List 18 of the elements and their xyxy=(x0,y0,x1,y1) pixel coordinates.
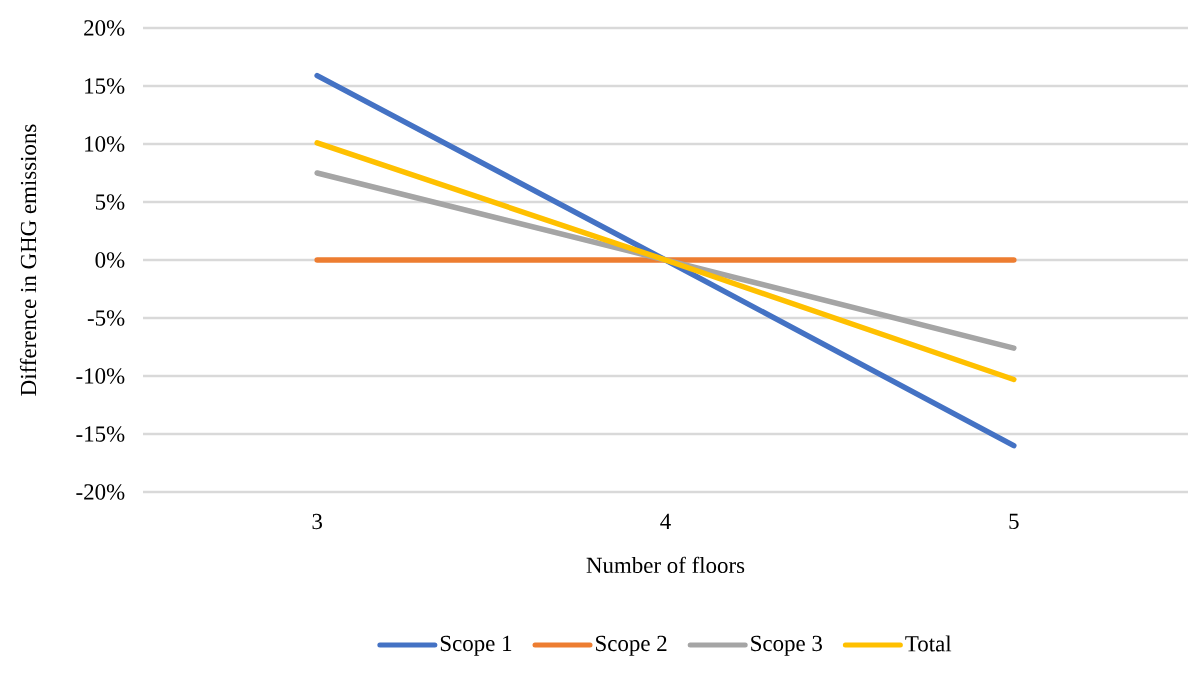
x-tick-label: 5 xyxy=(1009,513,1019,530)
x-axis-title: Number of floors xyxy=(586,556,745,574)
y-tick-label: -20% xyxy=(76,484,125,500)
legend-label: Total xyxy=(905,635,952,652)
y-tick-label: 10% xyxy=(85,136,125,152)
legend-label: Scope 1 xyxy=(440,635,512,656)
y-tick-label: -5% xyxy=(87,310,125,326)
y-tick-label: -10% xyxy=(76,368,125,384)
legend-label: Scope 2 xyxy=(596,635,667,656)
y-tick-label: 20% xyxy=(84,20,125,36)
y-tick-label: 15% xyxy=(85,78,125,94)
y-tick-label: 0% xyxy=(95,252,125,268)
x-tick-label: 4 xyxy=(660,513,671,529)
legend-label: Scope 3 xyxy=(751,635,822,656)
y-tick-label: -15% xyxy=(76,426,125,442)
x-tick-label: 3 xyxy=(312,513,322,530)
y-tick-label: 5% xyxy=(95,194,125,210)
y-axis-title: Difference in GHG emissions xyxy=(19,124,37,396)
